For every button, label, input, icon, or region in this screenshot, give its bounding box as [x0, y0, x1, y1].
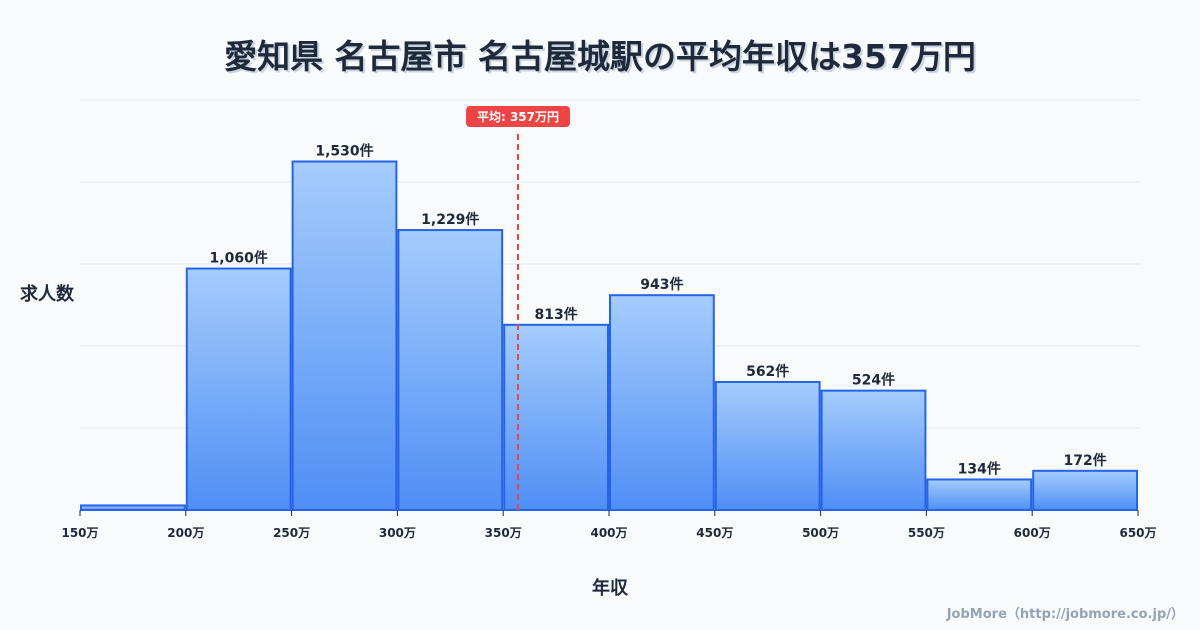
data-label: 1,530件	[315, 143, 373, 160]
bar	[185, 267, 292, 511]
x-tick-label: 400万	[590, 526, 627, 540]
data-label: 562件	[746, 363, 789, 380]
y-axis-label: 求人数	[20, 284, 74, 305]
data-label: 1,229件	[421, 211, 479, 228]
bar	[609, 294, 715, 512]
x-tick-label: 300万	[379, 526, 416, 540]
data-label: 134件	[958, 460, 1001, 477]
data-label: 172件	[1063, 452, 1106, 469]
bar	[714, 380, 821, 511]
x-tick-label: 450万	[696, 526, 733, 540]
x-tick-label: 350万	[485, 526, 522, 540]
mean-badge	[466, 106, 571, 127]
bar	[503, 323, 610, 512]
bar	[291, 160, 398, 511]
credit: JobMore（http://jobmore.co.jp/）	[946, 607, 1184, 622]
x-axis-label: 年収	[592, 578, 628, 599]
bar	[397, 229, 504, 512]
x-tick-label: 200万	[167, 526, 204, 540]
data-label: 524件	[852, 372, 895, 389]
bar	[926, 478, 1033, 512]
data-label: 1,060件	[210, 250, 268, 267]
bar	[80, 504, 186, 512]
x-tick-label: 550万	[908, 526, 945, 540]
x-tick-label: 600万	[1014, 526, 1051, 540]
data-label: 943件	[640, 276, 683, 293]
x-tick-label: 650万	[1119, 526, 1156, 540]
x-tick-label: 500万	[802, 526, 839, 540]
mean-label: 平均: 357万円	[477, 109, 559, 124]
bar	[820, 389, 927, 511]
data-label: 813件	[534, 306, 577, 323]
x-tick-label: 150万	[61, 526, 98, 540]
chart-title: 愛知県 名古屋市 名古屋城駅の平均年収は357万円	[224, 37, 976, 76]
x-tick-label: 250万	[273, 526, 310, 540]
bar	[1032, 469, 1138, 512]
